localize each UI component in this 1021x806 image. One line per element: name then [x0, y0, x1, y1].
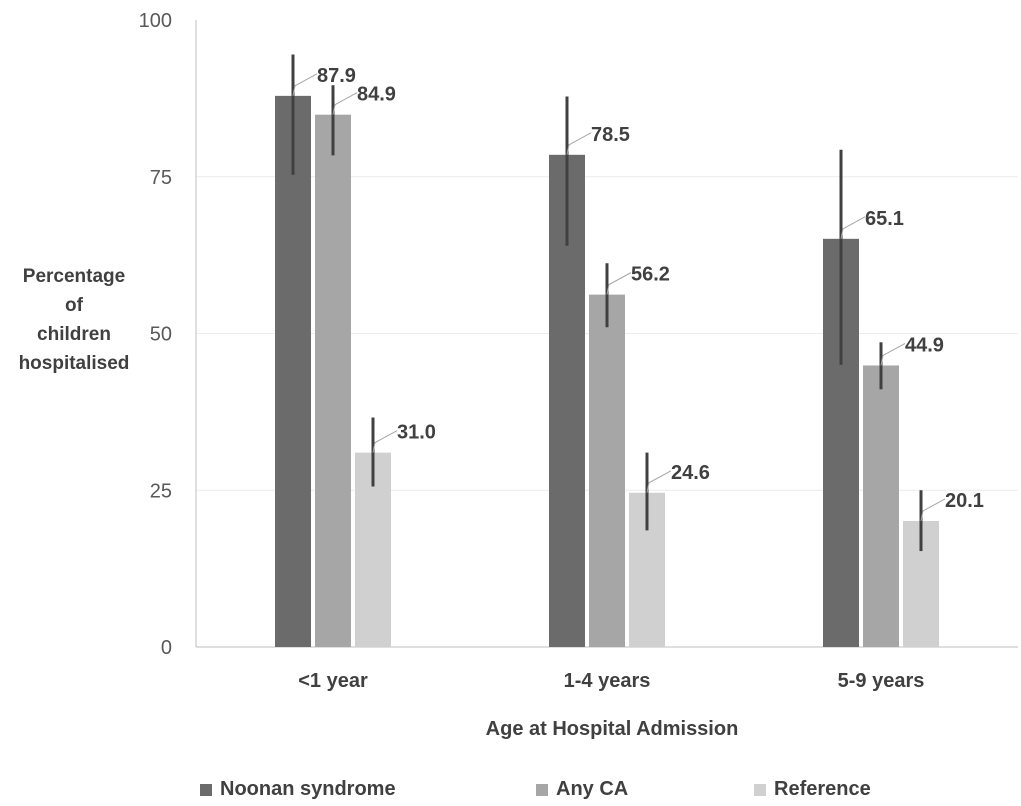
legend-item-reference: Reference: [754, 778, 871, 801]
y-axis-label-line: children: [37, 324, 111, 345]
legend: Noonan syndrome Any CA Reference: [0, 778, 1021, 806]
legend-label: Noonan syndrome: [220, 778, 396, 800]
data-label: 20.1: [945, 490, 984, 512]
y-tick-labels: 0 25 50 75 100: [139, 10, 172, 659]
legend-item-noonan: Noonan syndrome: [200, 778, 396, 801]
y-tick-label: 100: [139, 10, 172, 32]
y-tick-label: 0: [161, 637, 172, 659]
label-leader: [566, 132, 592, 155]
data-label: 78.5: [591, 124, 630, 146]
x-tick-label: 1-4 years: [564, 670, 651, 692]
x-tick-label: 5-9 years: [838, 670, 925, 692]
label-leader: [646, 470, 672, 493]
bar: [863, 365, 899, 647]
y-axis-label: Percentage of children hospitalised: [0, 262, 148, 378]
label-leader: [920, 498, 946, 522]
x-tick-labels: <1 year 1-4 years 5-9 years: [298, 670, 924, 692]
data-label: 31.0: [397, 422, 436, 444]
label-leader: [880, 343, 906, 366]
y-axis-label-line: hospitalised: [18, 353, 130, 374]
y-axis-label-line: of: [65, 295, 83, 316]
data-labels: 87.984.9 31.0 78.5 56.2 24.6 65.1 44.9 20.1: [317, 65, 984, 512]
legend-label: Reference: [774, 778, 871, 800]
label-leader: [372, 430, 398, 453]
bar: [275, 95, 311, 647]
data-label: 87.9: [317, 65, 356, 87]
legend-swatch: [536, 783, 548, 796]
label-leader-lines: [292, 73, 946, 522]
data-label: 84.9: [357, 84, 396, 106]
y-tick-label: 75: [150, 167, 172, 189]
y-tick-label: 25: [150, 480, 172, 502]
label-leader: [840, 216, 866, 239]
error-bars: [291, 54, 923, 552]
label-leader: [292, 73, 318, 96]
data-label: 24.6: [671, 462, 710, 484]
data-label: 44.9: [905, 334, 944, 356]
y-tick-label: 50: [150, 324, 172, 346]
label-leader: [606, 272, 632, 295]
bar: [315, 114, 351, 647]
label-leader: [332, 92, 358, 115]
x-tick-label: <1 year: [298, 670, 368, 692]
legend-label: Any CA: [556, 778, 629, 800]
y-axis-label-line: Percentage: [22, 266, 126, 287]
x-axis-label: Age at Hospital Admission: [486, 718, 739, 740]
legend-item-any-ca: Any CA: [536, 778, 628, 801]
data-label: 65.1: [865, 208, 904, 230]
legend-swatch: [200, 783, 212, 796]
bars: [275, 95, 939, 647]
data-label: 56.2: [631, 264, 670, 286]
bar: [589, 294, 625, 647]
legend-swatch: [754, 783, 766, 796]
